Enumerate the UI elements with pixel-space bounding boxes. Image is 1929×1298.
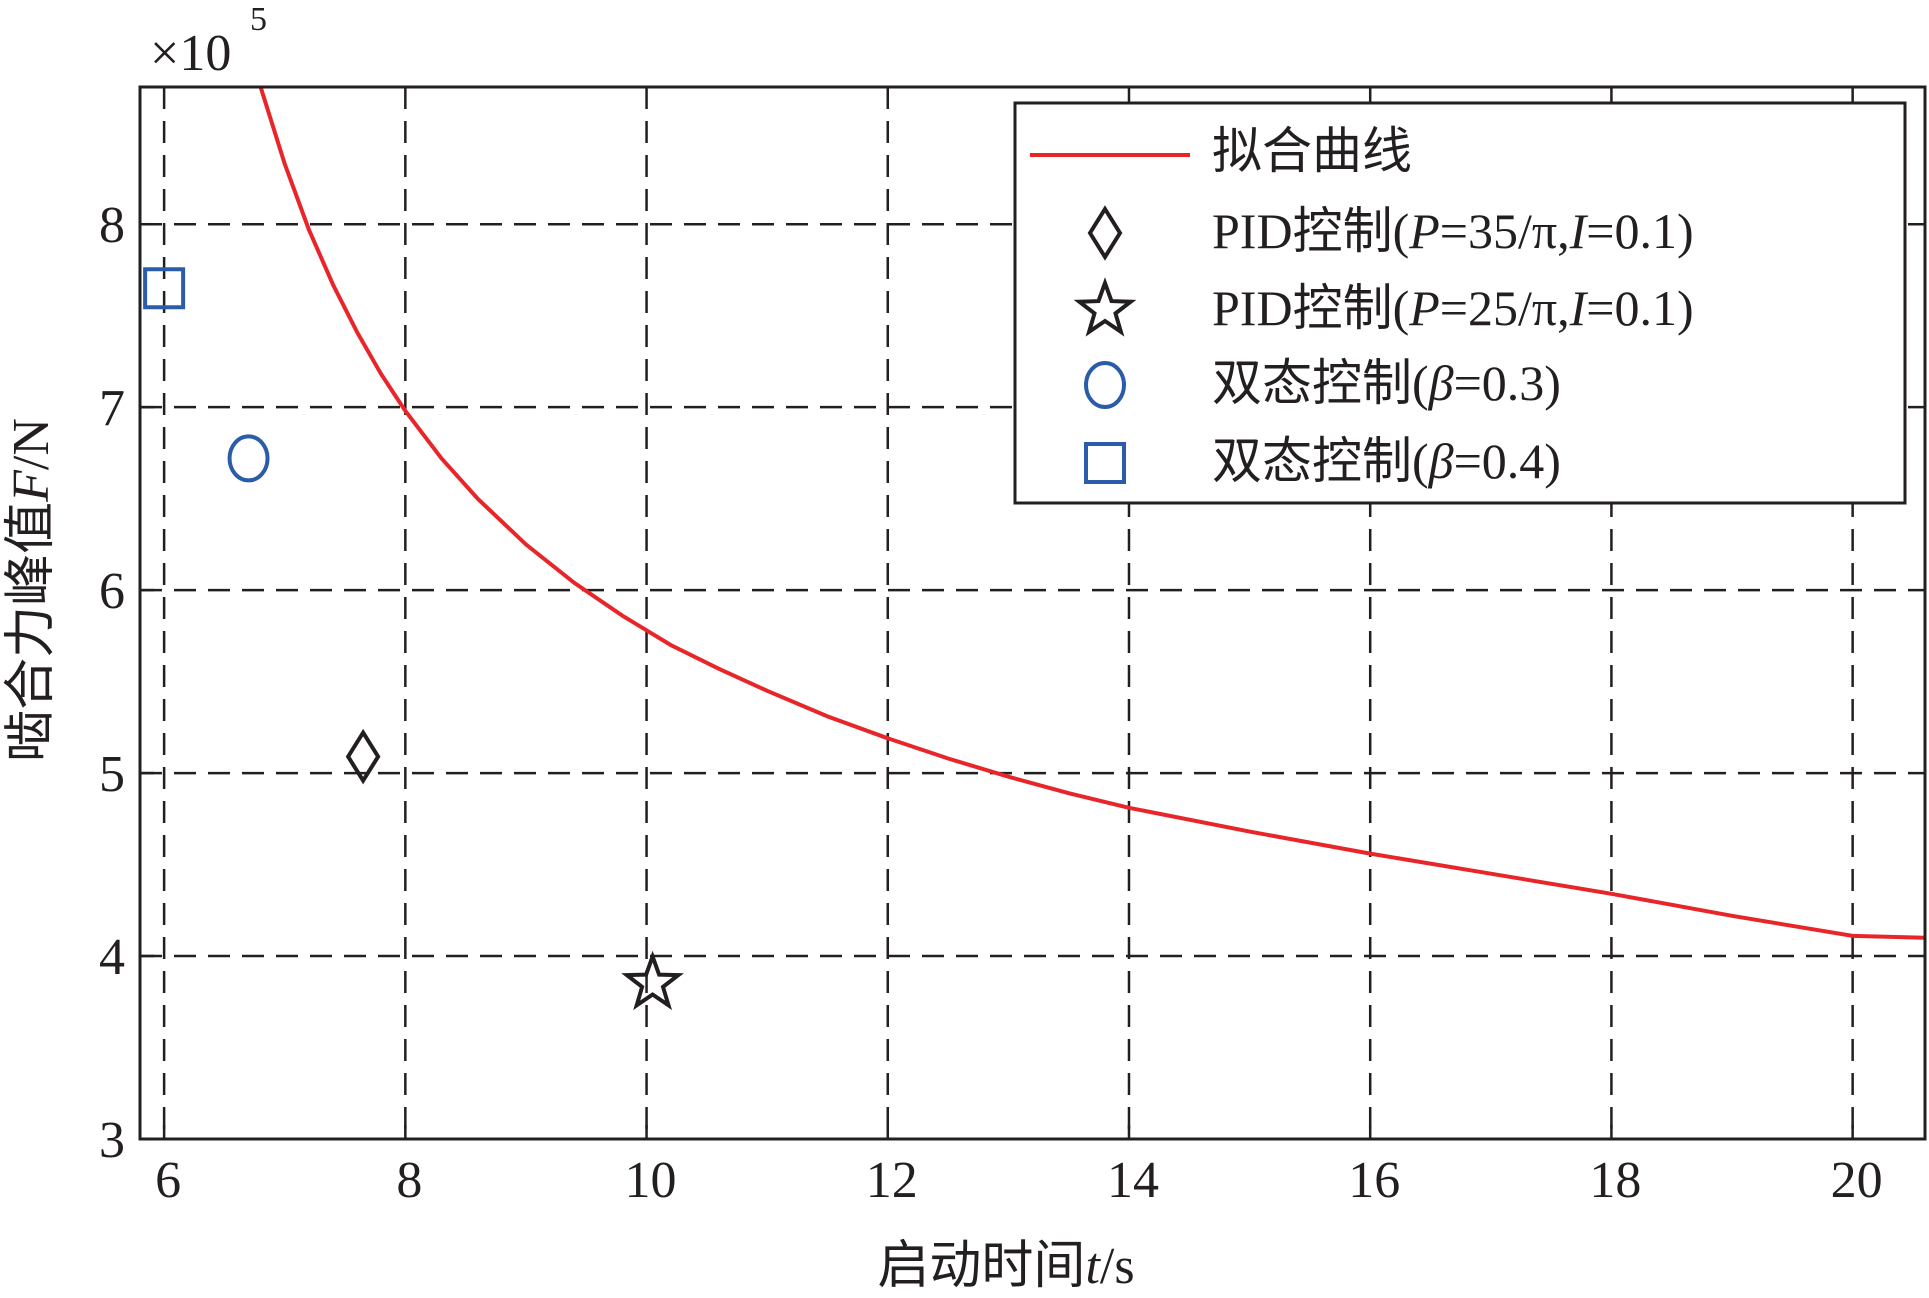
legend-label-pid-35: PID控制(P=35/π,I=0.1): [1212, 203, 1694, 259]
x-tick-label: 8: [396, 1152, 422, 1209]
y-multiplier: ×10 5: [150, 1, 267, 82]
x-tick-label: 12: [866, 1152, 918, 1209]
y-multiplier-exponent: 5: [250, 1, 267, 38]
plot-frame: [138, 85, 1927, 1141]
y-tick-label: 6: [99, 563, 125, 620]
y-tick-label: 3: [99, 1112, 125, 1169]
x-axis-label: 启动时间t/s: [877, 1238, 1134, 1295]
fit-curve-line: [258, 87, 1925, 940]
legend-circle-marker: [1084, 361, 1126, 409]
series-layer: [143, 87, 1925, 1011]
legend-diamond-marker: [1087, 205, 1123, 261]
legend-star-marker: [1073, 277, 1137, 337]
y-tick-label: 8: [99, 197, 125, 254]
legend: 拟合曲线 PID控制(P=35/π,I=0.1) PID控制(P=25/π,I=…: [1013, 101, 1907, 505]
y-axis-label-text: 啮合力峰值: [3, 502, 60, 762]
tick-labels: 6 8 10 12 14 16 18 20 3 4 5 6 7 8: [99, 197, 1883, 1209]
circle-marker: [227, 434, 270, 483]
x-tick-label: 10: [625, 1152, 677, 1209]
star-marker: [621, 950, 684, 1011]
y-tick-label: 4: [99, 929, 125, 986]
legend-box: [1013, 101, 1907, 505]
legend-square-marker: [1084, 442, 1126, 484]
x-axis-label-unit: /s: [1100, 1238, 1135, 1295]
square-marker: [143, 267, 186, 310]
legend-label-fit-curve: 拟合曲线: [1212, 123, 1412, 179]
x-tick-label: 18: [1589, 1152, 1641, 1209]
x-axis-label-text: 启动时间: [877, 1238, 1085, 1295]
x-tick-label: 16: [1348, 1152, 1400, 1209]
x-tick-label: 20: [1831, 1152, 1883, 1209]
y-axis-label-unit: /N: [3, 418, 60, 470]
x-tick-label: 6: [155, 1152, 181, 1209]
legend-label-dual-04: 双态控制(β=0.4): [1212, 433, 1561, 489]
x-tick-label: 14: [1107, 1152, 1159, 1209]
y-axis-label-symbol: F: [3, 469, 60, 503]
y-tick-label: 7: [99, 380, 125, 437]
legend-label-pid-25: PID控制(P=25/π,I=0.1): [1212, 280, 1694, 336]
diamond-marker: [345, 728, 381, 785]
y-multiplier-base: ×10: [150, 25, 231, 82]
y-tick-label: 5: [99, 746, 125, 803]
y-axis-label: 啮合力峰值F/N: [3, 418, 60, 762]
x-axis-label-symbol: t: [1085, 1238, 1101, 1295]
legend-symbols: [1030, 153, 1190, 484]
legend-label-dual-03: 双态控制(β=0.3): [1212, 355, 1561, 411]
